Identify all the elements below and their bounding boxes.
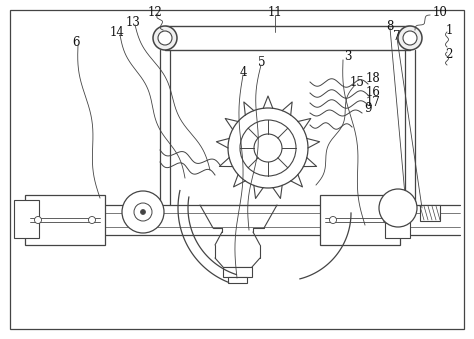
Text: 1: 1 — [445, 23, 453, 37]
Text: 16: 16 — [365, 85, 381, 99]
Circle shape — [398, 26, 422, 50]
Bar — [385, 200, 410, 238]
Circle shape — [379, 189, 417, 227]
Text: 12: 12 — [147, 5, 163, 19]
Text: 5: 5 — [258, 56, 266, 68]
Circle shape — [228, 108, 308, 188]
Text: 17: 17 — [365, 97, 381, 109]
Text: 13: 13 — [126, 16, 140, 28]
Circle shape — [403, 31, 417, 45]
Circle shape — [240, 120, 296, 176]
Text: 7: 7 — [393, 31, 401, 43]
Text: 9: 9 — [364, 101, 372, 115]
Circle shape — [35, 217, 42, 223]
Text: 15: 15 — [349, 76, 365, 88]
Circle shape — [122, 191, 164, 233]
Circle shape — [134, 203, 152, 221]
Text: 14: 14 — [109, 25, 125, 39]
Text: 10: 10 — [433, 5, 447, 19]
Text: 2: 2 — [445, 48, 453, 61]
Circle shape — [140, 210, 146, 215]
Text: 3: 3 — [344, 51, 352, 63]
Text: 4: 4 — [239, 65, 247, 79]
Bar — [320, 195, 400, 245]
Bar — [228, 277, 247, 283]
Bar — [420, 205, 440, 221]
Circle shape — [383, 217, 391, 223]
Text: 18: 18 — [365, 73, 380, 85]
Circle shape — [89, 217, 95, 223]
Circle shape — [254, 134, 282, 162]
Circle shape — [329, 217, 337, 223]
Circle shape — [153, 26, 177, 50]
Text: 8: 8 — [386, 20, 394, 34]
Circle shape — [158, 31, 172, 45]
Text: 11: 11 — [268, 5, 283, 19]
Text: 6: 6 — [72, 36, 80, 48]
Bar — [14, 200, 39, 238]
Bar — [223, 267, 252, 277]
Bar — [25, 195, 105, 245]
